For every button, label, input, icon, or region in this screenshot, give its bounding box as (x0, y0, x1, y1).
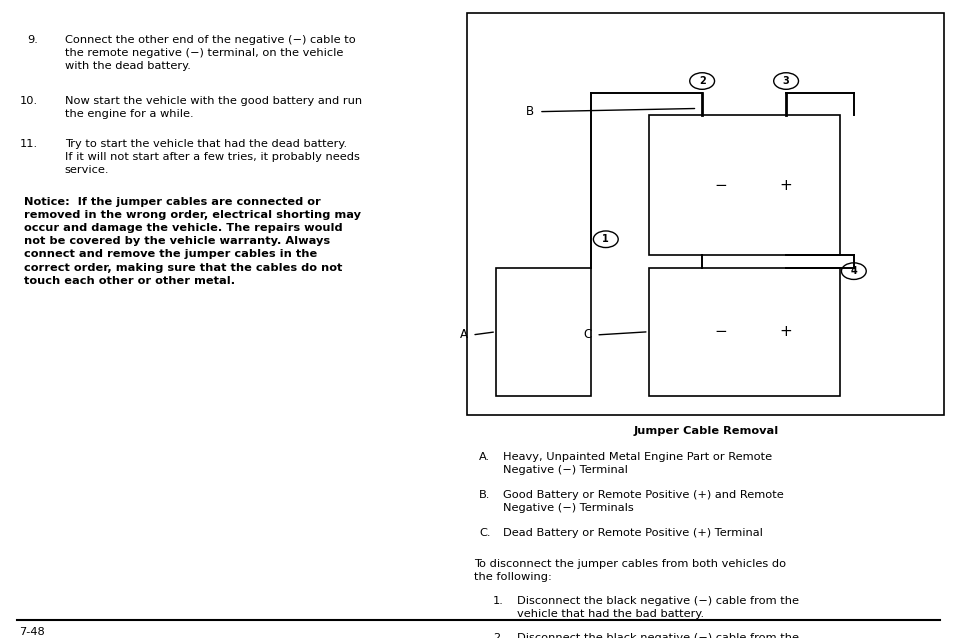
Text: +: + (779, 177, 792, 193)
Bar (496, 268, 591, 396)
Text: A.: A. (478, 452, 490, 462)
Text: C.: C. (478, 528, 490, 538)
Text: 10.: 10. (20, 96, 38, 106)
Text: B: B (525, 105, 534, 118)
Text: Notice:  If the jumper cables are connected or
removed in the wrong order, elect: Notice: If the jumper cables are connect… (24, 197, 360, 286)
Text: C: C (582, 329, 591, 341)
Text: Now start the vehicle with the good battery and run
the engine for a while.: Now start the vehicle with the good batt… (65, 96, 361, 119)
Bar (648, 268, 839, 396)
Text: Connect the other end of the negative (−) cable to
the remote negative (−) termi: Connect the other end of the negative (−… (65, 35, 355, 71)
Text: Good Battery or Remote Positive (+) and Remote
Negative (−) Terminals: Good Battery or Remote Positive (+) and … (502, 490, 782, 513)
Text: 2: 2 (698, 76, 705, 86)
Text: 4: 4 (849, 266, 857, 276)
Bar (648, 115, 839, 255)
Text: B.: B. (478, 490, 490, 500)
Text: Jumper Cable Removal: Jumper Cable Removal (633, 426, 778, 436)
Text: Disconnect the black negative (−) cable from the
vehicle with the good battery.: Disconnect the black negative (−) cable … (517, 633, 799, 638)
Text: 11.: 11. (20, 139, 38, 149)
Text: +: + (779, 324, 792, 339)
Text: Try to start the vehicle that had the dead battery.
If it will not start after a: Try to start the vehicle that had the de… (65, 139, 359, 175)
Text: To disconnect the jumper cables from both vehicles do
the following:: To disconnect the jumper cables from bot… (474, 559, 785, 582)
Text: 3: 3 (781, 76, 789, 86)
Text: Dead Battery or Remote Positive (+) Terminal: Dead Battery or Remote Positive (+) Term… (502, 528, 761, 538)
Text: −: − (714, 324, 727, 339)
Text: Heavy, Unpainted Metal Engine Part or Remote
Negative (−) Terminal: Heavy, Unpainted Metal Engine Part or Re… (502, 452, 771, 475)
Text: 9.: 9. (28, 35, 38, 45)
Text: −: − (714, 177, 727, 193)
Text: 7-48: 7-48 (19, 627, 45, 637)
Bar (467, 13, 943, 415)
Text: Disconnect the black negative (−) cable from the
vehicle that had the bad batter: Disconnect the black negative (−) cable … (517, 596, 799, 619)
Text: 2.: 2. (493, 633, 503, 638)
Text: 1.: 1. (493, 596, 503, 606)
Text: 1: 1 (601, 234, 609, 244)
Text: A: A (459, 329, 467, 341)
